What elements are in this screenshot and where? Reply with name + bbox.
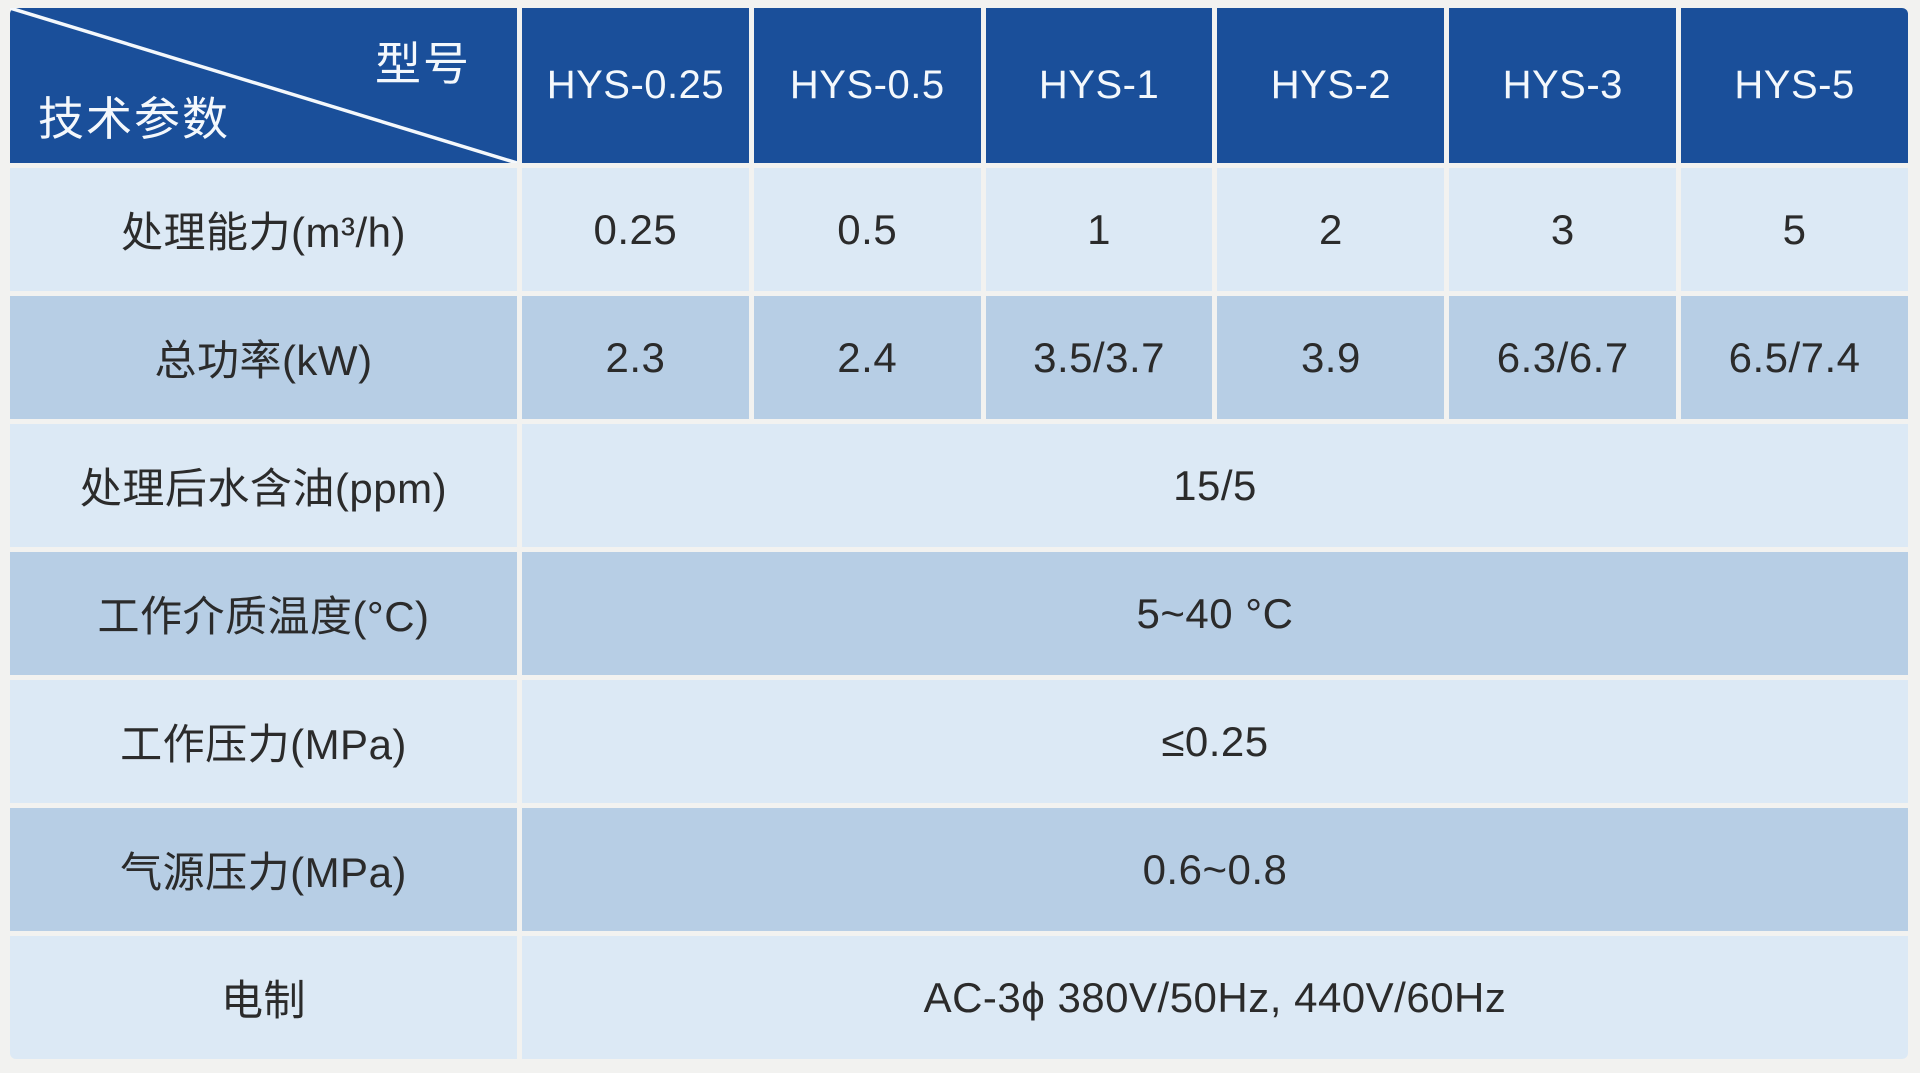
cell-power-hys-3: 6.3/6.7 [1449, 296, 1677, 419]
cell-working-pressure-all-models: ≤0.25 [522, 680, 1908, 803]
row-label-capacity: 处理能力(m³/h) [10, 168, 517, 291]
cell-capacity-hys-2: 2 [1217, 168, 1445, 291]
column-header-hys-2: HYS-2 [1217, 8, 1445, 163]
cell-power-hys-0-5: 2.4 [753, 296, 981, 419]
cell-power-hys-2: 3.9 [1217, 296, 1445, 419]
row-label-medium-temperature: 工作介质温度(°C) [10, 552, 517, 675]
row-label-electric-system: 电制 [10, 936, 517, 1059]
cell-capacity-hys-3: 3 [1449, 168, 1677, 291]
cell-capacity-hys-5: 5 [1681, 168, 1908, 291]
column-header-hys-1: HYS-1 [985, 8, 1213, 163]
cell-oil-content-all-models: 15/5 [522, 424, 1908, 547]
column-header-hys-0-25: HYS-0.25 [522, 8, 749, 163]
cell-electric-system-all-models: AC-3ϕ 380V/50Hz, 440V/60Hz [522, 936, 1908, 1059]
spec-table: 型号 技术参数 HYS-0.25 HYS-0.5 HYS-1 HYS-2 HYS… [10, 8, 1908, 1059]
cell-power-hys-5: 6.5/7.4 [1681, 296, 1908, 419]
row-label-air-supply-pressure: 气源压力(MPa) [10, 808, 517, 931]
corner-param-label: 技术参数 [38, 93, 230, 145]
row-label-oil-content: 处理后水含油(ppm) [10, 424, 517, 547]
diagonal-divider-line [10, 8, 517, 163]
corner-header-cell: 型号 技术参数 [10, 8, 517, 163]
cell-capacity-hys-0-5: 0.5 [753, 168, 981, 291]
column-header-hys-0-5: HYS-0.5 [753, 8, 981, 163]
cell-power-hys-0-25: 2.3 [522, 296, 749, 419]
cell-power-hys-1: 3.5/3.7 [985, 296, 1213, 419]
row-label-total-power: 总功率(kW) [10, 296, 517, 419]
cell-capacity-hys-1: 1 [985, 168, 1213, 291]
column-header-hys-3: HYS-3 [1449, 8, 1677, 163]
cell-medium-temperature-all-models: 5~40 °C [522, 552, 1908, 675]
row-label-working-pressure: 工作压力(MPa) [10, 680, 517, 803]
cell-air-supply-pressure-all-models: 0.6~0.8 [522, 808, 1908, 931]
column-header-hys-5: HYS-5 [1681, 8, 1908, 163]
cell-capacity-hys-0-25: 0.25 [522, 168, 749, 291]
corner-model-label: 型号 [375, 38, 471, 90]
